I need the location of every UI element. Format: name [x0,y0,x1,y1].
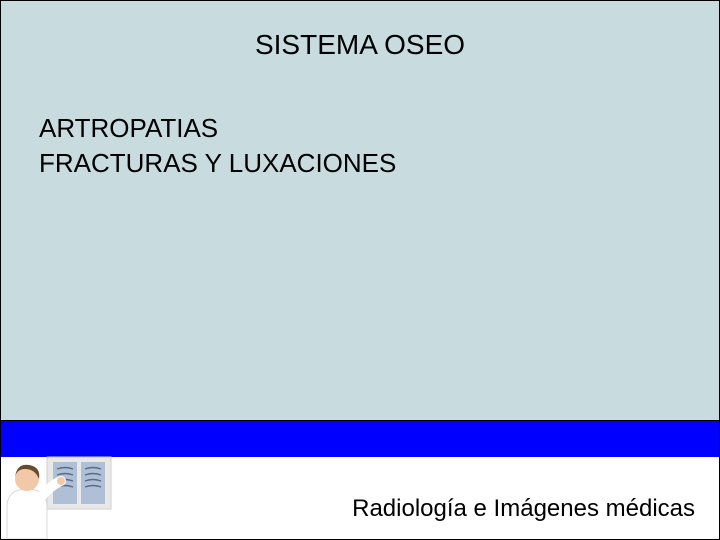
slide-title: SISTEMA OSEO [1,29,719,61]
footer-text: Radiología e Imágenes médicas [352,495,695,523]
doctor-xray-icon [1,455,121,539]
upper-panel [1,1,719,421]
body-text: ARTROPATIAS FRACTURAS Y LUXACIONES [39,111,396,181]
body-line-1: ARTROPATIAS [39,111,396,146]
slide: SISTEMA OSEO ARTROPATIAS FRACTURAS Y LUX… [0,0,720,540]
divider-bar [1,421,719,457]
body-line-2: FRACTURAS Y LUXACIONES [39,146,396,181]
